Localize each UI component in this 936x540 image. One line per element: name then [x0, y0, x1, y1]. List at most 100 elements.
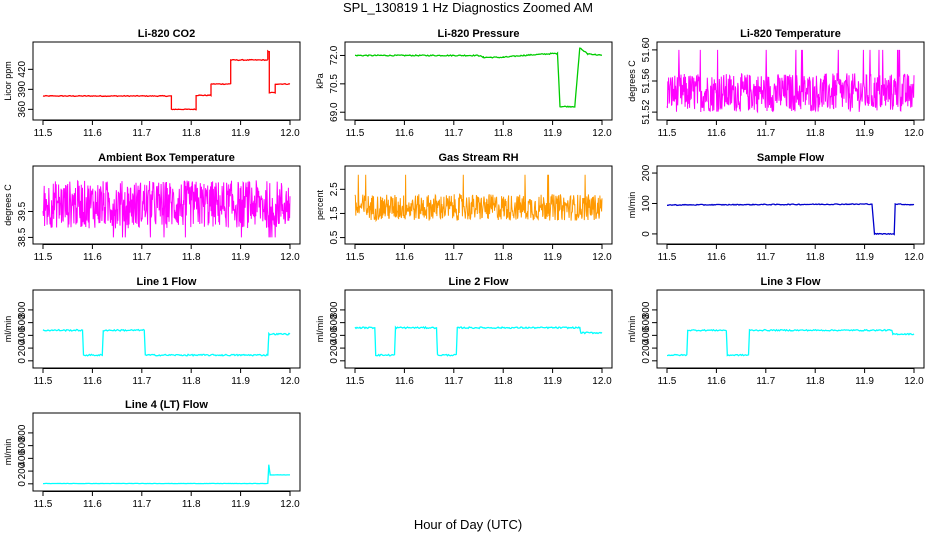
chart-panel-7: Line 1 Flow 11.5 11.6 11.7 11.8 11.9 12.0 0 2004… [3, 276, 301, 387]
chart-panel-5: Gas Stream RH 11.5 11.6 11.7 11.8 11.9 12.0 0.5… [315, 152, 613, 263]
y-axis-label: kPa [315, 73, 325, 89]
x-tick-label: 12.0 [280, 376, 300, 387]
y-tick-label: 0 [329, 358, 340, 364]
y-tick-label: 2.5 [329, 182, 340, 196]
panel-title: Line 2 Flow [449, 276, 509, 288]
x-tick-label: 11.6 [395, 252, 414, 263]
x-tick-label: 12.0 [904, 128, 924, 139]
x-tick-label: 12.0 [280, 499, 300, 510]
x-tick-label: 11.8 [494, 376, 513, 387]
x-tick-label: 11.8 [806, 376, 825, 387]
data-series-noise [354, 174, 603, 223]
x-tick-label: 11.5 [658, 128, 677, 139]
y-tick-label: 800 [17, 424, 28, 441]
y-tick-label: 51.60 [641, 37, 652, 62]
x-tick-label: 11.9 [231, 499, 250, 510]
y-tick-label: 100 [641, 195, 652, 212]
y-tick-label: 72.0 [329, 45, 340, 65]
y-axis-label: ml/min [627, 192, 637, 219]
y-tick-label: 600 [17, 437, 28, 454]
y-tick-label: 200 [329, 339, 340, 356]
chart-panel-3: Li-820 Temperature 11.5 11.6 11.7 11.8 11.9 12… [627, 28, 925, 139]
x-tick-label: 11.5 [346, 376, 365, 387]
y-tick-label: 51.56 [641, 68, 652, 93]
x-tick-label: 11.7 [444, 376, 463, 387]
y-tick-label: 39.5 [17, 201, 28, 221]
x-tick-label: 12.0 [904, 376, 924, 387]
x-tick-label: 12.0 [592, 128, 612, 139]
x-tick-label: 11.7 [756, 376, 775, 387]
y-axis-label: ml/min [3, 316, 13, 343]
x-tick-label: 11.9 [855, 376, 874, 387]
x-tick-label: 11.8 [806, 252, 825, 263]
x-tick-label: 11.5 [346, 128, 365, 139]
x-tick-label: 11.7 [756, 252, 775, 263]
x-tick-label: 12.0 [280, 252, 300, 263]
x-tick-label: 11.7 [132, 252, 151, 263]
x-tick-label: 11.5 [346, 252, 365, 263]
panel-title: Li-820 CO2 [138, 28, 195, 40]
x-tick-label: 12.0 [592, 376, 612, 387]
x-tick-label: 11.8 [806, 128, 825, 139]
x-tick-label: 11.7 [444, 128, 463, 139]
x-tick-label: 12.0 [280, 128, 300, 139]
x-tick-label: 11.7 [444, 252, 463, 263]
x-tick-label: 11.5 [658, 252, 677, 263]
y-axis-label: degrees C [627, 60, 637, 102]
x-tick-label: 11.8 [182, 376, 201, 387]
x-tick-label: 11.5 [34, 128, 53, 139]
x-tick-label: 11.8 [182, 499, 201, 510]
y-axis-label: percent [315, 189, 325, 220]
y-tick-label: 200 [17, 339, 28, 356]
y-tick-label: 69.0 [329, 102, 340, 122]
x-tick-label: 11.9 [543, 252, 562, 263]
plot-frame [32, 289, 301, 369]
x-tick-label: 11.6 [83, 376, 102, 387]
x-tick-label: 11.7 [132, 376, 151, 387]
y-tick-label: 360 [17, 101, 28, 118]
y-tick-label: 1.5 [329, 206, 340, 220]
y-axis-label: ml/min [627, 316, 637, 343]
x-tick-label: 11.8 [182, 252, 201, 263]
y-axis-label: ml/min [3, 439, 13, 466]
y-tick-label: 600 [17, 314, 28, 331]
y-tick-label: 400 [17, 327, 28, 344]
x-tick-label: 11.5 [34, 499, 53, 510]
x-tick-label: 11.6 [707, 128, 726, 139]
y-tick-label: 70.5 [329, 74, 340, 94]
chart-panel-2: Li-820 Pressure 11.5 11.6 11.7 11.8 11.9 12.0 6… [315, 28, 613, 139]
y-tick-label: 390 [17, 81, 28, 98]
y-tick-label: 400 [17, 450, 28, 467]
chart-panel-9: Line 3 Flow 11.5 11.6 11.7 11.8 11.9 12.0 0 2004… [627, 276, 925, 387]
data-series-line [354, 47, 603, 108]
y-tick-label: 420 [17, 61, 28, 78]
x-tick-label: 11.8 [494, 128, 513, 139]
data-series-line [42, 328, 291, 357]
y-tick-label: 200 [641, 339, 652, 356]
panel-title: Gas Stream RH [438, 152, 518, 164]
x-tick-label: 11.9 [231, 128, 250, 139]
chart-panel-4: Ambient Box Temperature 11.5 11.6 11.7 11.8 1… [3, 152, 301, 263]
y-tick-label: 800 [17, 301, 28, 318]
y-tick-label: 0 [641, 358, 652, 364]
y-tick-label: 600 [329, 314, 340, 331]
y-axis-label: ml/min [315, 316, 325, 343]
plot-frame [32, 412, 301, 492]
y-tick-label: 400 [329, 327, 340, 344]
x-tick-label: 11.9 [855, 252, 874, 263]
chart-panel-6: Sample Flow 11.5 11.6 11.7 11.8 11.9 12.0 0 100 2… [627, 152, 925, 263]
x-tick-label: 11.6 [395, 376, 414, 387]
x-tick-label: 11.7 [132, 499, 151, 510]
data-series-line [43, 464, 290, 485]
panel-title: Line 4 (LT) Flow [125, 399, 208, 411]
y-tick-label: 800 [329, 301, 340, 318]
y-tick-label: 38.5 [17, 227, 28, 247]
x-tick-label: 11.9 [543, 128, 562, 139]
panel-title: Line 3 Flow [761, 276, 821, 288]
y-tick-label: 0 [641, 231, 652, 237]
plot-frame [344, 41, 613, 121]
data-series-noise [666, 49, 915, 114]
x-tick-label: 11.5 [34, 376, 53, 387]
y-tick-label: 0 [17, 481, 28, 487]
